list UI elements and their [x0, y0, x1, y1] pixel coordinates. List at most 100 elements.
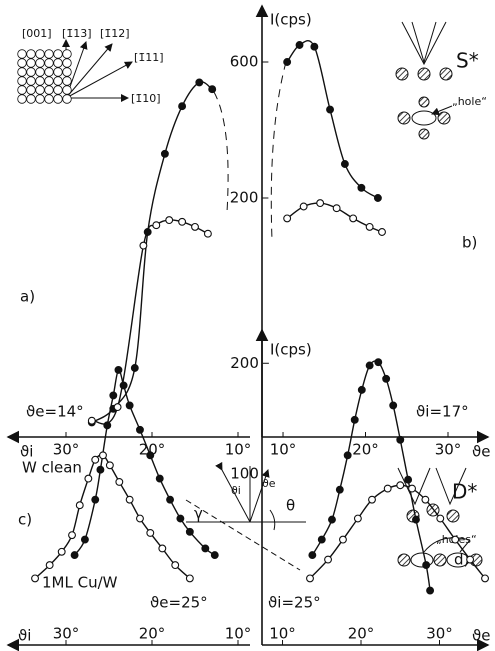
data-point [306, 574, 314, 583]
schematic-label: D* [452, 480, 477, 504]
lattice-atom [44, 76, 54, 86]
lattice-atom [35, 85, 45, 95]
data-point [130, 364, 139, 372]
direction-label: [001] [22, 27, 52, 40]
xlabel: ϑi [20, 443, 33, 461]
lattice-atom [26, 58, 36, 68]
lattice-atom [35, 58, 45, 68]
y-tick-label: 100 [230, 465, 259, 483]
fit-curve [91, 219, 209, 425]
data-point [152, 221, 161, 230]
data-point [185, 527, 194, 536]
data-point [91, 455, 100, 464]
data-point [45, 561, 54, 570]
series-label: 1ML Cu/W [42, 574, 118, 592]
direction-arrow [65, 43, 113, 99]
data-point [349, 214, 358, 223]
geometry-label: γ [194, 505, 203, 523]
data-point [365, 222, 374, 231]
data-point [139, 241, 148, 250]
data-point [208, 85, 217, 94]
atom [433, 553, 447, 567]
data-point [171, 561, 180, 570]
condition: ϑi=25° [268, 594, 321, 612]
lattice-atom [62, 94, 72, 104]
data-point [317, 535, 326, 544]
data-point [308, 551, 317, 560]
data-point [155, 474, 164, 483]
data-point [451, 535, 460, 544]
data-point [166, 495, 175, 504]
direction-label: [1̄11] [134, 51, 164, 64]
data-point [357, 385, 366, 394]
data-point [176, 514, 185, 523]
x-tick-label: 10° [225, 625, 252, 643]
beam-lines [397, 467, 467, 506]
x-tick-label: 10° [225, 441, 252, 459]
lattice-atom [44, 67, 54, 77]
data-point [426, 586, 435, 595]
data-point [326, 105, 334, 114]
data-point [115, 477, 124, 486]
data-point [158, 544, 167, 553]
atom [397, 111, 411, 125]
xlabel: ϑi [18, 627, 31, 645]
xlabel: ϑe [472, 443, 491, 461]
data-point [316, 199, 325, 208]
atom [418, 96, 430, 108]
data-point [109, 391, 118, 400]
data-point [178, 217, 187, 226]
data-point [105, 461, 114, 470]
geometry-label: θ [286, 497, 295, 515]
geometry-sketch: ϑi ϑe γ θ [185, 461, 306, 571]
data-point [119, 381, 128, 390]
data-point [136, 514, 144, 523]
data-point [165, 216, 174, 225]
data-point [310, 42, 319, 51]
atom [418, 128, 430, 140]
lattice-atom [53, 49, 63, 59]
data-point [195, 78, 204, 87]
data-point [335, 485, 344, 494]
lattice-atom [53, 67, 63, 77]
lattice-atom [17, 94, 27, 104]
data-point [404, 475, 413, 484]
fit-curve [311, 360, 431, 591]
geometry-label: ϑe [262, 477, 276, 490]
lattice-atom [53, 85, 63, 95]
x-tick-label: 10° [269, 625, 296, 643]
data-point [84, 474, 93, 483]
data-point [136, 425, 144, 434]
data-point [283, 58, 292, 66]
data-point [378, 228, 386, 236]
lattice-atom [53, 94, 63, 104]
data-point [328, 515, 336, 524]
data-point [57, 547, 66, 556]
data-point [408, 484, 416, 493]
atom [439, 67, 453, 81]
data-point [103, 421, 112, 430]
data-point [201, 544, 210, 553]
x-tick-label: 30° [435, 441, 462, 459]
data-point [178, 102, 187, 111]
lattice-atom [17, 85, 27, 95]
data-point [339, 535, 347, 544]
x-tick-label: 30° [53, 441, 80, 459]
data-point [295, 41, 304, 49]
series-label: W clean [22, 459, 82, 477]
lattice-atom [44, 49, 54, 59]
lattice-atom [35, 76, 45, 86]
y-tick-label: 200 [230, 189, 259, 207]
x-tick-label: 20° [352, 441, 379, 459]
data-point [422, 561, 431, 570]
data-point [368, 495, 376, 504]
data-point [125, 495, 134, 504]
lattice-atom [53, 58, 63, 68]
y-tick-label: 200 [230, 354, 259, 372]
lattice-atom [26, 94, 36, 104]
lattice-atom [26, 85, 36, 95]
data-point [114, 365, 123, 374]
data-point [99, 451, 107, 460]
schematic-single: S* „hole“ [395, 21, 487, 140]
direction-label: [1̄13] [62, 27, 92, 40]
